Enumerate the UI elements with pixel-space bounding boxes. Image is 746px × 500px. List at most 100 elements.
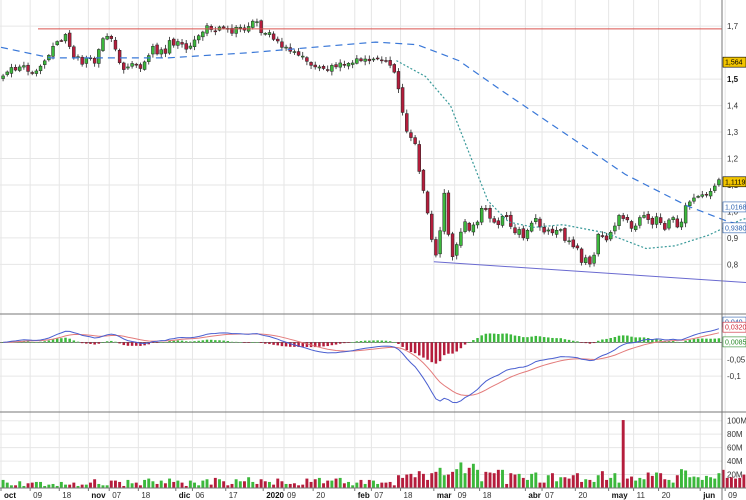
macd-histogram-bar xyxy=(105,341,109,343)
volume-bar xyxy=(222,481,226,488)
volume-bar xyxy=(93,479,97,488)
candle-body xyxy=(688,201,692,207)
candle-body xyxy=(438,230,442,255)
volume-bar xyxy=(205,479,209,488)
price-tick-label: 1,5 xyxy=(727,75,739,84)
candle xyxy=(596,232,600,257)
candle xyxy=(571,236,575,249)
macd-histogram-bar xyxy=(463,342,467,345)
candle xyxy=(142,60,147,71)
volume-bar xyxy=(147,478,151,488)
volume-bar xyxy=(471,463,475,488)
candle-body xyxy=(317,66,322,69)
macd-histogram-bar xyxy=(397,342,400,344)
candle xyxy=(463,218,467,234)
candle xyxy=(484,204,488,212)
volume-bar xyxy=(700,479,704,488)
macd-tag: 0,0085 xyxy=(725,339,746,346)
volume-bar xyxy=(122,485,126,488)
candle-body xyxy=(276,38,280,42)
candle xyxy=(180,39,184,48)
candle-body xyxy=(263,33,267,35)
macd-histogram-bar xyxy=(89,342,92,344)
volume-bar xyxy=(688,477,692,488)
macd-histogram-bar xyxy=(522,337,525,343)
macd-histogram-bar xyxy=(180,340,184,343)
macd-histogram-bar xyxy=(276,342,280,346)
macd-histogram-bar xyxy=(297,342,300,347)
volume-bar xyxy=(542,482,546,488)
candle-body xyxy=(130,63,134,67)
volume-bar xyxy=(138,485,142,488)
candle-body xyxy=(613,225,617,232)
candle xyxy=(38,64,43,75)
candle-body xyxy=(554,229,559,235)
candle xyxy=(642,211,646,219)
macd-histogram-bar xyxy=(68,338,71,343)
candle xyxy=(459,228,463,248)
candle-body xyxy=(584,257,588,263)
volume-tick-label: 100M xyxy=(727,417,746,426)
candle-body xyxy=(101,38,105,51)
volume-bar xyxy=(301,484,305,488)
macd-histogram-bar xyxy=(64,337,67,343)
candle xyxy=(22,61,26,70)
candle-body xyxy=(559,229,563,231)
macd-histogram-bar xyxy=(596,340,600,343)
candle-body xyxy=(188,45,193,49)
macd-histogram-bar xyxy=(289,342,292,347)
macd-histogram-bar xyxy=(513,335,517,343)
candle-body xyxy=(180,42,184,45)
volume-bar xyxy=(280,481,284,488)
x-tick-label: 09 xyxy=(458,491,467,500)
candle xyxy=(579,247,584,266)
volume-bar xyxy=(259,479,263,488)
volume-bar xyxy=(434,471,438,488)
candle-body xyxy=(184,43,188,50)
macd-histogram-bar xyxy=(401,342,404,347)
candle xyxy=(26,62,30,76)
macd-histogram-bar xyxy=(93,342,96,345)
candle xyxy=(59,39,64,42)
macd-histogram-bar xyxy=(634,337,637,343)
candle xyxy=(554,226,559,238)
volume-bar xyxy=(376,483,380,488)
volume-bar xyxy=(30,482,34,488)
macd-histogram-bar xyxy=(222,340,225,343)
candle xyxy=(105,33,109,41)
candle xyxy=(309,61,313,69)
macd-histogram-bar xyxy=(243,342,246,343)
candle xyxy=(188,42,193,50)
macd-histogram-bar xyxy=(80,342,84,344)
candle xyxy=(238,24,243,33)
candle-body xyxy=(425,191,430,214)
candle-body xyxy=(359,58,363,62)
volume-bar xyxy=(276,478,280,488)
candle xyxy=(305,56,309,66)
candle xyxy=(500,215,505,228)
volume-bar xyxy=(405,474,409,488)
macd-histogram-bar xyxy=(189,341,192,343)
candle-body xyxy=(484,208,488,210)
volume-bar xyxy=(530,473,534,488)
candle xyxy=(504,212,509,220)
candle xyxy=(321,64,326,71)
x-tick-label: 18 xyxy=(404,491,413,500)
macd-histogram-bar xyxy=(355,341,359,343)
candle-body xyxy=(625,217,630,221)
ma-long-line xyxy=(0,41,746,226)
candle-body xyxy=(271,33,276,40)
candle-body xyxy=(126,66,130,69)
volume-bar xyxy=(696,477,700,488)
candle xyxy=(172,37,176,48)
macd-histogram-bar xyxy=(605,338,608,343)
candle-body xyxy=(1,75,5,79)
volume-bar xyxy=(630,476,633,488)
candle-body xyxy=(588,256,592,265)
macd-histogram-bar xyxy=(655,339,658,343)
candle-body xyxy=(388,60,392,66)
volume-bar xyxy=(625,478,629,488)
candle xyxy=(109,34,113,42)
volume-bar xyxy=(118,481,122,488)
volume-bar xyxy=(172,481,176,488)
